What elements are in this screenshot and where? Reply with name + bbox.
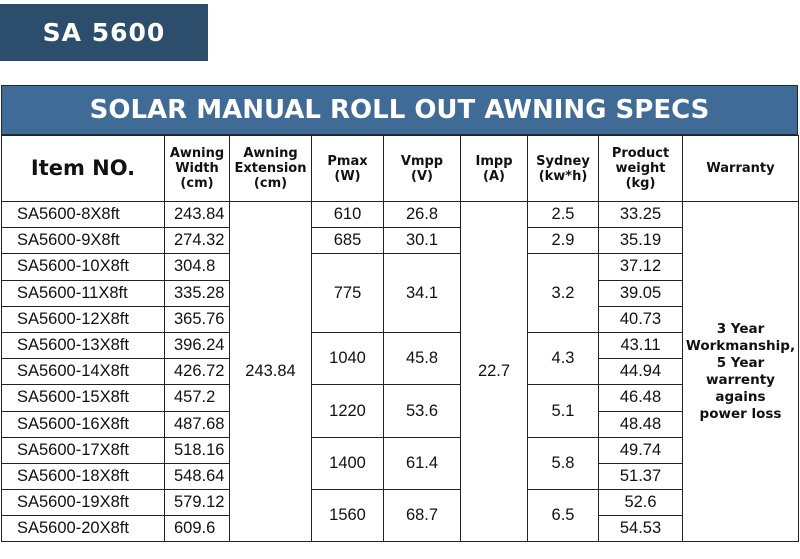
model-badge-label: SA 5600 [42, 18, 166, 47]
awning-width-cell: 609.6 [164, 515, 230, 543]
vmpp-cell: 61.4 [383, 436, 461, 491]
pmax-cell: 1560 [311, 489, 384, 543]
awning-width-cell: 396.24 [164, 331, 230, 360]
weight-cell: 52.6 [598, 489, 683, 517]
header-warranty: Warranty [682, 135, 799, 202]
sydney-cell: 4.3 [527, 331, 599, 386]
warranty-cell: 3 Year Workmanship, 5 Year warrenty agains po… [682, 200, 799, 543]
weight-cell: 49.74 [598, 436, 683, 464]
awning-width-cell: 457.2 [164, 384, 230, 412]
table-row: SA5600-8X8ft 243.84 243.84 610 26.8 22.7… [1, 200, 799, 543]
table-header-row: Item NO. Awning Width (cm) Awning Extension… [1, 135, 799, 202]
table-row: SA5600-16X8ft 487.68 48.48 [1, 410, 799, 438]
header-impp: Impp (A) [460, 135, 528, 202]
pmax-cell: 1220 [311, 384, 384, 438]
table-row: SA5600-20X8ft 609.6 54.53 [1, 515, 799, 543]
weight-cell: 37.12 [598, 253, 683, 281]
awning-width-cell: 304.8 [164, 253, 230, 281]
table-row: SA5600-19X8ft 579.12 1560 68.7 6.5 52.6 [1, 489, 799, 543]
specs-table: Item NO. Awning Width (cm) Awning Extension… [1, 135, 799, 543]
impp-cell: 22.7 [460, 200, 528, 543]
item-no-cell: SA5600-10X8ft [1, 253, 165, 281]
sydney-cell: 5.1 [527, 384, 599, 438]
item-no-cell: SA5600-9X8ft [1, 227, 165, 255]
item-no-cell: SA5600-11X8ft [1, 279, 165, 307]
weight-cell: 40.73 [598, 305, 683, 333]
item-no-cell: SA5600-16X8ft [1, 410, 165, 438]
header-awning-extension: Awning Extension (cm) [229, 135, 312, 202]
item-no-cell: SA5600-15X8ft [1, 384, 165, 412]
vmpp-cell: 30.1 [383, 227, 461, 255]
item-no-cell: SA5600-20X8ft [1, 515, 165, 543]
header-pmax: Pmax (W) [311, 135, 384, 202]
pmax-cell: 775 [311, 253, 384, 333]
header-sydney: Sydney (kw*h) [527, 135, 599, 202]
awning-width-cell: 518.16 [164, 436, 230, 464]
item-no-cell: SA5600-19X8ft [1, 489, 165, 517]
vmpp-cell: 68.7 [383, 489, 461, 543]
awning-width-cell: 335.28 [164, 279, 230, 307]
header-item-no: Item NO. [1, 135, 165, 202]
weight-cell: 35.19 [598, 227, 683, 255]
table-row: SA5600-13X8ft 396.24 1040 45.8 4.3 43.11 [1, 331, 799, 386]
item-no-cell: SA5600-8X8ft [1, 200, 165, 229]
weight-cell: 39.05 [598, 279, 683, 307]
table-row: SA5600-17X8ft 518.16 1400 61.4 5.8 49.74 [1, 436, 799, 491]
sydney-cell: 2.9 [527, 227, 599, 255]
table-row: SA5600-15X8ft 457.2 1220 53.6 5.1 46.48 [1, 384, 799, 438]
weight-cell: 43.11 [598, 331, 683, 360]
sydney-cell: 5.8 [527, 436, 599, 491]
item-no-cell: SA5600-17X8ft [1, 436, 165, 464]
awning-width-cell: 487.68 [164, 410, 230, 438]
pmax-cell: 1040 [311, 331, 384, 386]
item-no-cell: SA5600-18X8ft [1, 462, 165, 491]
table-row: SA5600-9X8ft 274.32 685 30.1 2.9 35.19 [1, 227, 799, 255]
header-product-weight: Product weight (kg) [598, 135, 683, 202]
weight-cell: 46.48 [598, 384, 683, 412]
item-no-cell: SA5600-12X8ft [1, 305, 165, 333]
weight-cell: 48.48 [598, 410, 683, 438]
weight-cell: 33.25 [598, 200, 683, 229]
awning-width-cell: 274.32 [164, 227, 230, 255]
sydney-cell: 6.5 [527, 489, 599, 543]
sydney-cell: 3.2 [527, 253, 599, 333]
awning-extension-cell: 243.84 [229, 200, 312, 543]
table-row: SA5600-14X8ft 426.72 44.94 [1, 358, 799, 386]
awning-width-cell: 579.12 [164, 489, 230, 517]
item-no-cell: SA5600-14X8ft [1, 358, 165, 386]
pmax-cell: 610 [311, 200, 384, 229]
vmpp-cell: 53.6 [383, 384, 461, 438]
weight-cell: 54.53 [598, 515, 683, 543]
table-row: SA5600-18X8ft 548.64 51.37 [1, 462, 799, 491]
item-no-cell: SA5600-13X8ft [1, 331, 165, 360]
header-vmpp: Vmpp (V) [383, 135, 461, 202]
vmpp-cell: 34.1 [383, 253, 461, 333]
vmpp-cell: 26.8 [383, 200, 461, 229]
specs-title: SOLAR MANUAL ROLL OUT AWNING SPECS [89, 95, 710, 125]
vmpp-cell: 45.8 [383, 331, 461, 386]
awning-width-cell: 548.64 [164, 462, 230, 491]
weight-cell: 44.94 [598, 358, 683, 386]
table-row: SA5600-10X8ft 304.8 775 34.1 3.2 37.12 [1, 253, 799, 333]
awning-width-cell: 365.76 [164, 305, 230, 333]
specs-title-banner: SOLAR MANUAL ROLL OUT AWNING SPECS [1, 85, 798, 135]
pmax-cell: 685 [311, 227, 384, 255]
weight-cell: 51.37 [598, 462, 683, 491]
awning-width-cell: 243.84 [164, 200, 230, 229]
header-awning-width: Awning Width (cm) [164, 135, 230, 202]
table-row: SA5600-11X8ft 335.28 39.05 [1, 279, 799, 307]
model-badge: SA 5600 [0, 4, 208, 61]
pmax-cell: 1400 [311, 436, 384, 491]
awning-width-cell: 426.72 [164, 358, 230, 386]
table-row: SA5600-12X8ft 365.76 40.73 [1, 305, 799, 333]
sydney-cell: 2.5 [527, 200, 599, 229]
